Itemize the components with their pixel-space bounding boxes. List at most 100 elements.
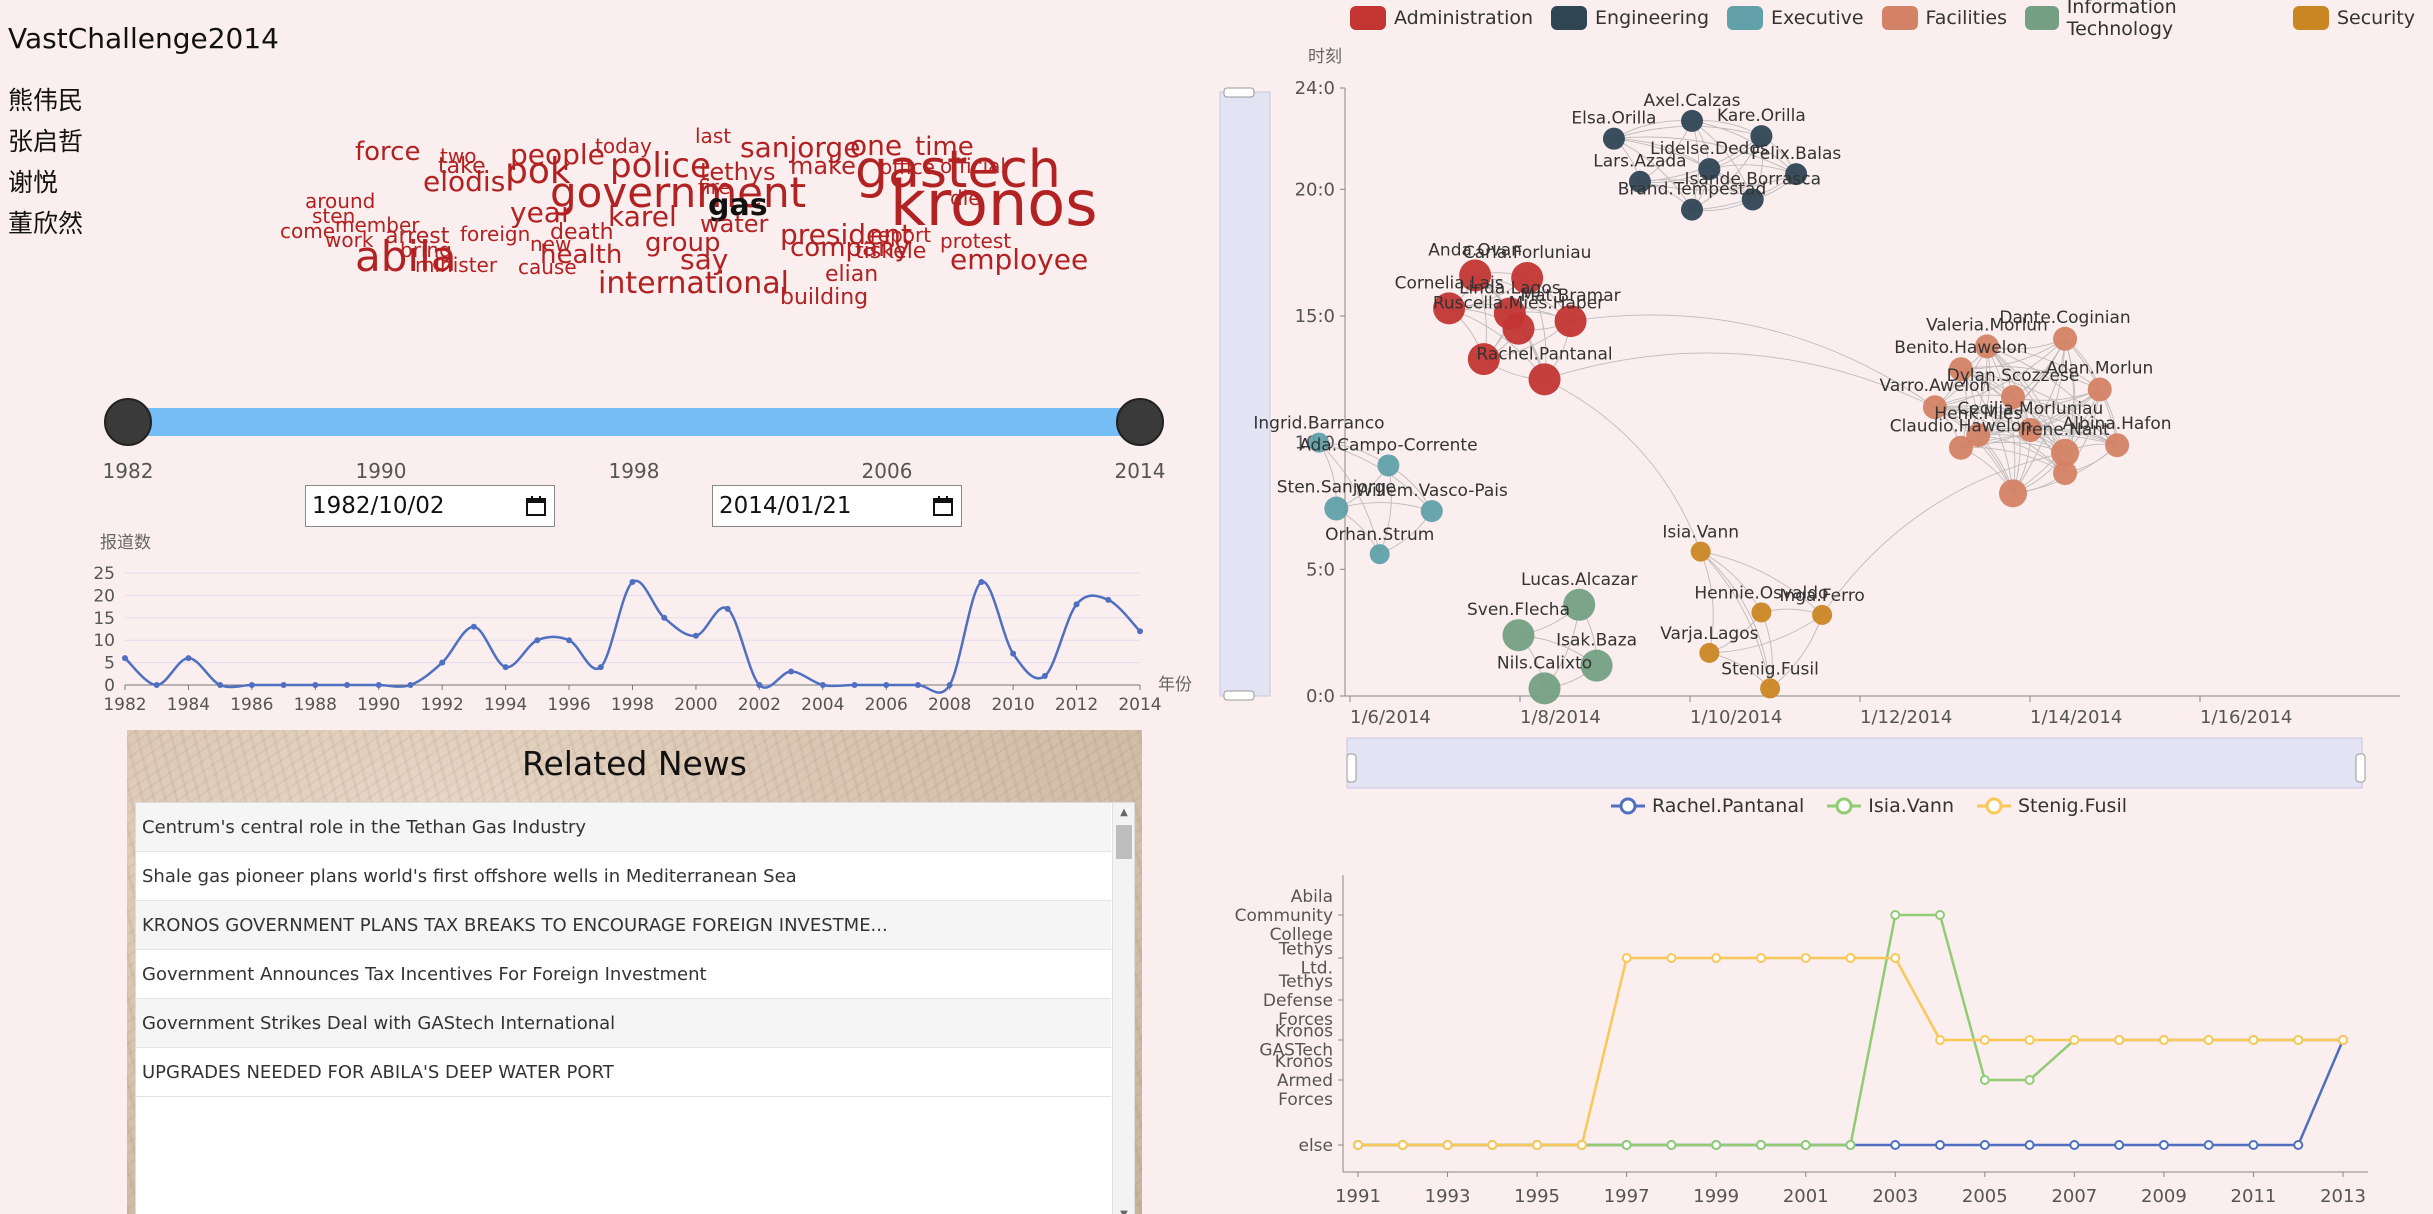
word-cloud-word[interactable]: today — [595, 134, 652, 158]
word-cloud-word[interactable]: official — [940, 154, 1006, 178]
legend-item[interactable]: Security — [2292, 6, 2415, 30]
legend-item[interactable]: Information Technology — [2024, 0, 2275, 40]
affiliation-point — [1890, 953, 1901, 963]
word-cloud-word[interactable]: work — [325, 228, 374, 252]
word-cloud-word[interactable]: water — [700, 209, 769, 238]
x-tick-label: 1998 — [611, 695, 654, 715]
word-cloud-word[interactable]: take — [438, 154, 486, 180]
word-cloud-word[interactable]: die — [950, 186, 981, 210]
slider-handle-end[interactable] — [1116, 398, 1164, 446]
legend-item[interactable]: Administration — [1350, 6, 1533, 30]
legend-item[interactable]: Executive — [1727, 6, 1864, 30]
employee-node — [1785, 163, 1808, 186]
word-cloud-word[interactable]: arrest — [385, 224, 450, 250]
scroll-down-icon[interactable]: ▼ — [1113, 1209, 1134, 1214]
word-cloud-word[interactable]: member — [335, 213, 420, 237]
word-cloud-word[interactable]: elodis — [423, 164, 506, 198]
word-cloud-word[interactable]: international — [598, 266, 789, 301]
news-count-point — [1010, 650, 1017, 657]
legend-item[interactable]: Facilities — [1881, 6, 2007, 30]
scrollbar-thumb[interactable] — [1116, 825, 1132, 859]
legend-label: Security — [2336, 7, 2415, 29]
legend-item[interactable]: Stenig.Fusil — [1976, 795, 2127, 817]
word-cloud-word[interactable]: last — [695, 124, 732, 148]
word-cloud-word[interactable]: new — [530, 232, 572, 256]
word-cloud-word[interactable]: one — [850, 128, 903, 162]
word-cloud-word[interactable]: pok — [505, 151, 571, 193]
news-scrollbar[interactable]: ▲ ▼ — [1112, 803, 1134, 1214]
word-cloud-word[interactable]: tiskele — [855, 239, 927, 265]
word-cloud-word[interactable]: president — [780, 217, 912, 251]
word-cloud-word[interactable]: foreign — [460, 222, 531, 246]
word-cloud-word[interactable]: make — [790, 151, 856, 180]
word-cloud-word[interactable]: gastech — [855, 140, 1061, 201]
end-date-input[interactable]: 2014/01/21 — [712, 485, 962, 527]
employee-node-label: Stenig.Fusil — [1721, 659, 1819, 679]
employee-node — [1812, 604, 1833, 625]
word-cloud-word[interactable]: police — [610, 145, 711, 186]
word-cloud-word[interactable]: building — [780, 285, 869, 311]
word-cloud-word[interactable]: sten — [312, 204, 356, 228]
news-item[interactable]: Government Announces Tax Incentives For … — [136, 950, 1111, 999]
start-date-input[interactable]: 1982/10/02 — [305, 485, 555, 527]
word-cloud-word[interactable]: protest — [940, 229, 1012, 253]
news-item[interactable]: Government Strikes Deal with GAStech Int… — [136, 999, 1111, 1048]
employee-node — [1528, 363, 1561, 396]
news-item[interactable]: UPGRADES NEEDED FOR ABILA'S DEEP WATER P… — [136, 1048, 1111, 1097]
affiliation-point — [2248, 1140, 2259, 1150]
word-cloud-word[interactable]: two — [440, 144, 477, 168]
x-tick-label: 2000 — [674, 695, 717, 715]
x-tick-label: 1982 — [103, 695, 146, 715]
word-cloud-word[interactable]: come — [280, 219, 336, 243]
network-edge — [1960, 368, 2014, 494]
affiliation-point — [2203, 1140, 2214, 1150]
related-news-panel: Related News Centrum's central role in t… — [127, 730, 1142, 1214]
employee-node — [2000, 385, 2025, 410]
word-cloud-word[interactable]: government — [550, 168, 807, 218]
news-item[interactable]: KRONOS GOVERNMENT PLANS TAX BREAKS TO EN… — [136, 901, 1111, 950]
word-cloud-word[interactable]: cause — [518, 255, 577, 279]
legend-item[interactable]: Isia.Vann — [1826, 795, 1954, 817]
word-cloud-word[interactable]: time — [915, 132, 974, 163]
word-cloud-word[interactable]: report — [870, 223, 932, 247]
word-cloud-word[interactable]: kronos — [890, 167, 1098, 241]
calendar-icon[interactable] — [524, 494, 548, 518]
word-cloud-word[interactable]: gas — [708, 188, 768, 223]
word-cloud-word[interactable]: bring — [400, 238, 452, 262]
affiliation-point — [1890, 1140, 1901, 1150]
affiliation-line — [1358, 913, 2343, 1147]
word-cloud-word[interactable]: employee — [950, 242, 1089, 276]
word-cloud-word[interactable]: office — [880, 155, 935, 179]
employee-node — [1681, 109, 1704, 132]
word-cloud-word[interactable]: minister — [415, 253, 498, 277]
calendar-icon[interactable] — [931, 494, 955, 518]
word-cloud-word[interactable]: people — [510, 137, 605, 171]
x-tick-label: 1988 — [294, 695, 337, 715]
word-cloud-word[interactable]: say — [680, 242, 729, 276]
word-cloud-word[interactable]: tethys — [700, 157, 776, 186]
slider-handle-start[interactable] — [104, 398, 152, 446]
legend-label: Information Technology — [2066, 0, 2177, 40]
news-item[interactable]: Shale gas pioneer plans world's first of… — [136, 852, 1111, 901]
word-cloud-word[interactable]: group — [645, 228, 721, 259]
word-cloud-word[interactable]: around — [305, 189, 376, 213]
word-cloud-word[interactable]: company — [790, 233, 910, 264]
news-item[interactable]: Centrum's central role in the Tethan Gas… — [136, 803, 1111, 852]
word-cloud-word[interactable]: year — [510, 195, 573, 229]
y-tick-label: 24:0 — [1295, 78, 1335, 99]
news-list[interactable]: Centrum's central role in the Tethan Gas… — [135, 802, 1135, 1214]
employee-node-label: Benito.Hawelon — [1894, 338, 2027, 358]
affiliation-point — [2024, 1035, 2035, 1045]
word-cloud-word[interactable]: karel — [608, 199, 677, 233]
legend-item[interactable]: Engineering — [1551, 6, 1709, 30]
word-cloud-word[interactable]: force — [355, 137, 421, 168]
legend-item[interactable]: Rachel.Pantanal — [1610, 795, 1804, 817]
word-cloud-word[interactable]: abila — [355, 232, 457, 282]
word-cloud-word[interactable]: health — [540, 240, 623, 271]
word-cloud-word[interactable]: death — [550, 220, 614, 246]
scroll-up-icon[interactable]: ▲ — [1120, 807, 1128, 818]
word-cloud-word[interactable]: elian — [825, 262, 879, 288]
year-range-slider[interactable]: 1982 1990 1998 2006 2014 — [90, 390, 1190, 500]
word-cloud-word[interactable]: sanjorge — [740, 130, 861, 164]
word-cloud-word[interactable]: fire — [698, 175, 731, 199]
